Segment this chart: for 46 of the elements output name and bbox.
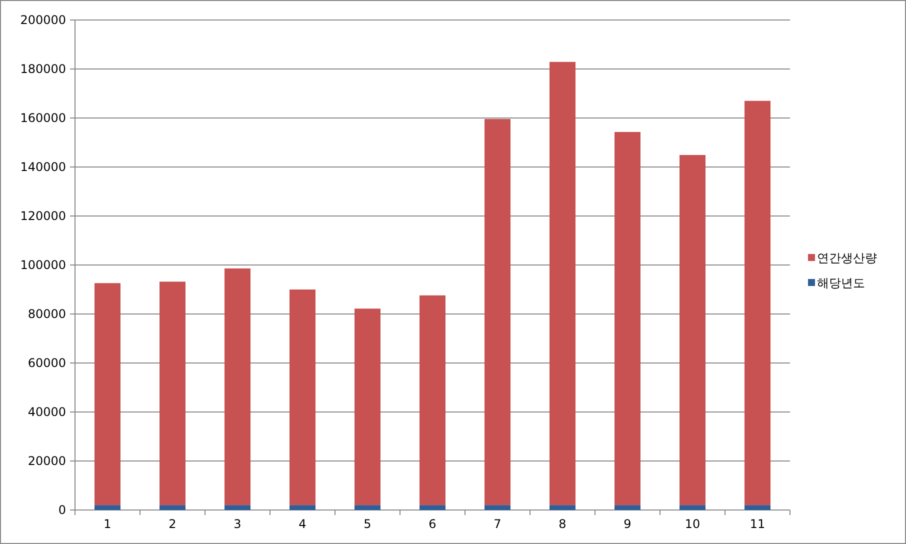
y-tick-label: 200000 xyxy=(20,13,66,28)
bar xyxy=(744,100,770,506)
bar xyxy=(354,308,380,506)
bar xyxy=(744,505,770,510)
bar xyxy=(484,505,510,510)
legend-label: 해당년도 xyxy=(817,276,865,290)
bar xyxy=(354,505,380,510)
bar xyxy=(290,505,316,510)
y-tick-label: 0 xyxy=(58,503,66,518)
bar xyxy=(550,505,576,510)
bar xyxy=(94,283,120,506)
bar xyxy=(680,154,706,506)
x-tick-label: 3 xyxy=(234,517,242,531)
x-tick-label: 2 xyxy=(168,517,176,531)
bar xyxy=(160,282,186,506)
x-tick-label: 8 xyxy=(558,517,566,531)
x-tick-label: 10 xyxy=(684,517,700,531)
x-tick-label: 7 xyxy=(494,517,502,531)
x-tick-label: 4 xyxy=(298,517,306,531)
y-tick-label: 40000 xyxy=(28,405,66,420)
bar xyxy=(94,505,120,510)
legend-label: 연간생산량 xyxy=(817,251,877,266)
bar xyxy=(614,505,640,510)
y-tick-label: 100000 xyxy=(20,258,66,272)
bar xyxy=(550,62,576,506)
bar xyxy=(614,132,640,506)
y-tick-label: 20000 xyxy=(28,454,66,468)
y-tick-label: 60000 xyxy=(28,356,66,370)
x-tick-label: 1 xyxy=(104,517,112,531)
x-tick-label: 5 xyxy=(364,517,372,531)
y-tick-label: 160000 xyxy=(20,111,66,126)
bar xyxy=(420,505,446,510)
y-tick-label: 140000 xyxy=(20,160,66,174)
bar xyxy=(484,118,510,506)
x-tick-label: 11 xyxy=(750,517,766,531)
bar xyxy=(160,505,186,510)
y-tick-label: 120000 xyxy=(20,209,66,224)
bar xyxy=(290,290,316,506)
x-tick-label: 6 xyxy=(428,517,436,531)
bar xyxy=(680,505,706,510)
bar xyxy=(224,268,250,506)
x-tick-label: 9 xyxy=(624,517,632,531)
y-tick-label: 80000 xyxy=(28,307,66,322)
bar xyxy=(420,295,446,506)
y-tick-label: 180000 xyxy=(20,62,66,76)
bar xyxy=(224,505,250,510)
